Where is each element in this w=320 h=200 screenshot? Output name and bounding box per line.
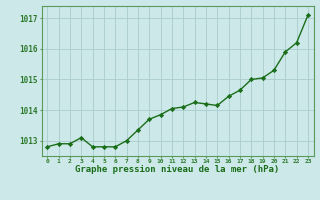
- X-axis label: Graphe pression niveau de la mer (hPa): Graphe pression niveau de la mer (hPa): [76, 165, 280, 174]
